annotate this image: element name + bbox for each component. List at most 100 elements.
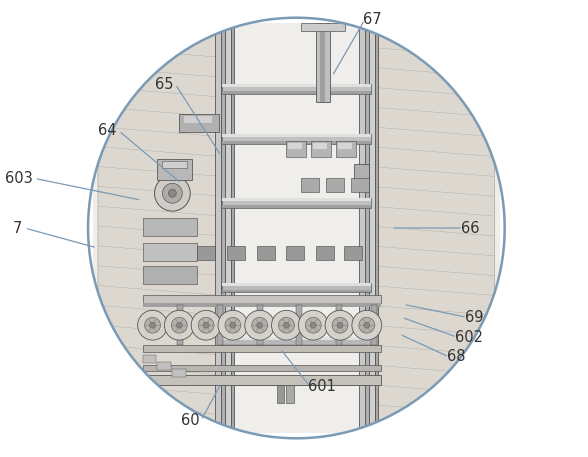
Bar [276,385,285,403]
Circle shape [155,175,191,211]
Text: 68: 68 [447,350,466,365]
Bar [143,218,197,236]
Bar [231,23,234,433]
Ellipse shape [88,18,505,438]
Bar [227,246,245,260]
Bar [93,23,500,433]
Circle shape [245,310,275,340]
Bar [375,23,377,433]
Bar [158,362,171,370]
Text: 67: 67 [363,12,382,27]
Bar [222,337,371,340]
Bar [217,305,223,345]
Circle shape [138,310,168,340]
Circle shape [252,317,268,333]
Text: 64: 64 [98,123,117,138]
Bar [301,178,319,192]
Bar [286,246,305,260]
Circle shape [225,317,241,333]
Bar [143,296,380,303]
Bar [222,91,371,94]
Circle shape [310,322,316,328]
Bar [369,23,375,433]
Bar [178,305,183,345]
Circle shape [168,189,176,197]
Text: 65: 65 [155,77,173,92]
Bar [179,114,219,132]
Text: 601: 601 [308,379,336,394]
Bar [286,385,295,403]
Bar [257,305,263,345]
Bar [257,246,275,260]
Bar [289,143,302,149]
Bar [172,369,186,377]
Bar [222,84,371,87]
Bar [336,141,356,157]
Circle shape [176,322,182,328]
Bar [222,134,371,143]
Circle shape [149,322,155,328]
Bar [313,143,327,149]
Bar [351,178,369,192]
Bar [222,198,371,201]
Circle shape [332,317,348,333]
Bar [316,23,330,102]
Polygon shape [98,27,222,428]
Bar [143,303,380,308]
Bar [365,23,369,433]
Circle shape [191,310,221,340]
Text: 602: 602 [455,329,483,345]
Circle shape [171,317,187,333]
Text: 66: 66 [461,221,480,235]
Bar [143,266,197,283]
Circle shape [272,310,301,340]
Bar [143,355,156,363]
Bar [222,375,371,378]
Bar [215,23,221,433]
Bar [222,289,371,292]
Bar [222,84,371,94]
Bar [143,365,380,371]
Bar [320,23,325,102]
Bar [143,375,380,385]
Circle shape [279,317,295,333]
Circle shape [359,317,375,333]
Circle shape [298,310,328,340]
Bar [225,23,231,433]
Bar [222,344,371,347]
Bar [222,282,371,286]
Text: 603: 603 [5,171,32,186]
Bar [222,382,371,385]
Circle shape [165,310,194,340]
Bar [371,305,377,345]
Circle shape [283,322,289,328]
Bar [354,164,369,186]
Bar [344,246,362,260]
Bar [338,143,352,149]
Bar [143,345,380,352]
Circle shape [198,317,214,333]
Bar [301,23,345,31]
Bar [222,141,371,143]
Circle shape [257,322,263,328]
Bar [143,243,197,261]
Bar [222,282,371,292]
Circle shape [325,310,355,340]
Circle shape [162,183,182,203]
Text: 69: 69 [465,310,483,325]
Circle shape [337,322,343,328]
Circle shape [364,322,370,328]
Bar [286,141,306,157]
Bar [336,305,342,345]
Bar [311,141,331,157]
Circle shape [230,322,236,328]
Bar [222,205,371,208]
Bar [359,23,365,433]
Text: 60: 60 [181,413,199,428]
Circle shape [145,317,161,333]
Polygon shape [371,27,495,428]
Circle shape [218,310,248,340]
Bar [162,160,187,169]
Bar [326,178,344,192]
Text: 7: 7 [13,221,22,235]
